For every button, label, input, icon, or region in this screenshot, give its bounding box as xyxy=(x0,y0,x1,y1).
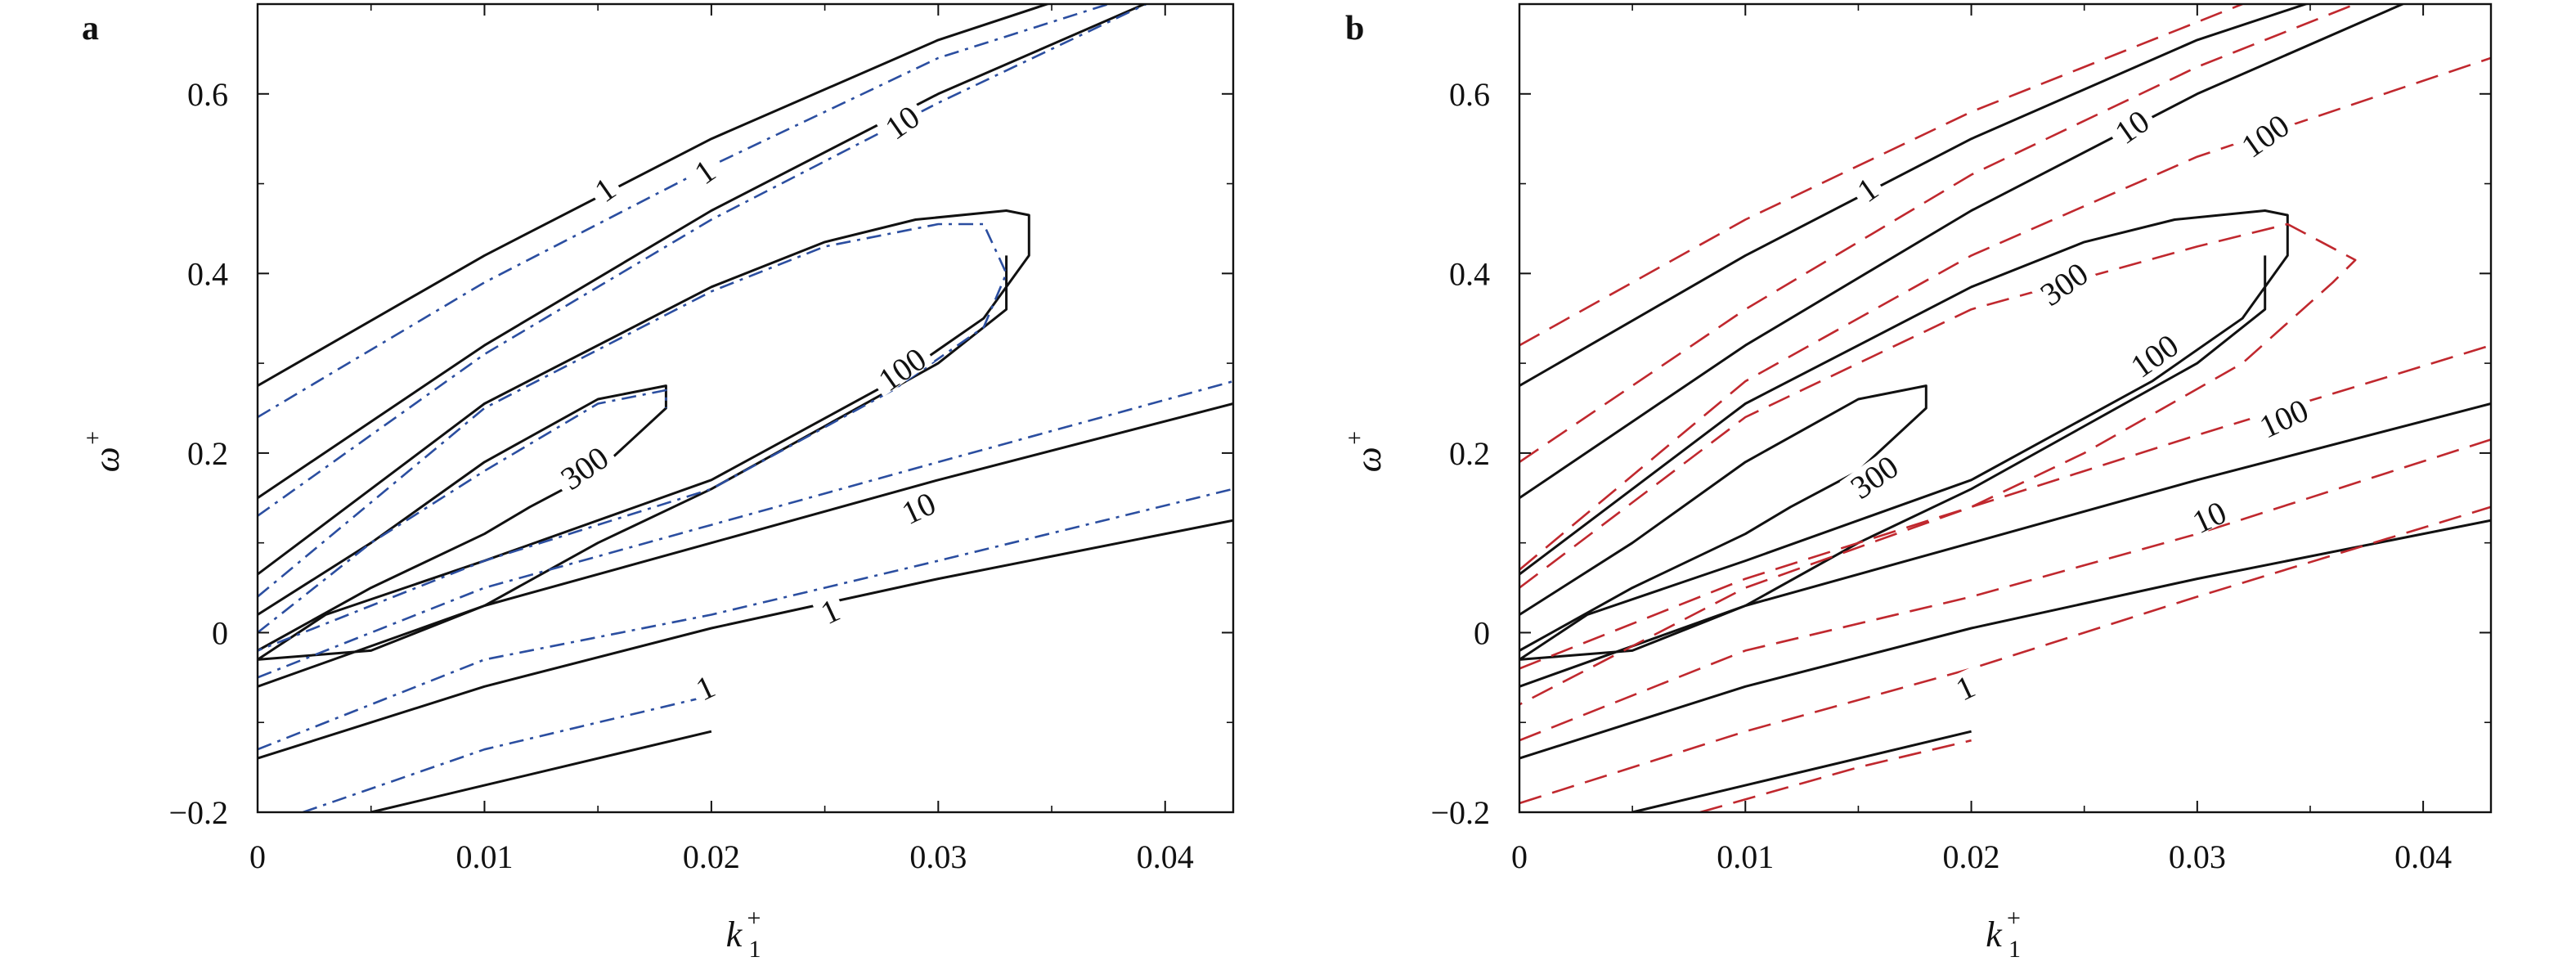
contour-label-bg xyxy=(684,151,723,189)
y-tick-label: 0.6 xyxy=(1449,76,1490,113)
contour-line-solid-level-100 xyxy=(258,209,1030,661)
contour-label-bg xyxy=(2104,101,2157,150)
contour-line-dashdot-level-300 xyxy=(258,389,667,634)
contour-label-bg xyxy=(1847,168,1886,207)
contour-label-group: 1 xyxy=(1946,667,1982,708)
contour-label-bg xyxy=(867,338,935,398)
contour-line-solid-level-1 xyxy=(258,519,1233,760)
contour-line-dashdot-level-10 xyxy=(258,380,1233,679)
contour-line-solid-level-1 xyxy=(1519,519,2491,760)
contour-line-solid-level-1 xyxy=(258,4,1052,387)
x-tick-label: 0.03 xyxy=(2169,838,2226,875)
x-tick-label: 0.02 xyxy=(683,838,740,875)
x-axis-label-superscript: + xyxy=(747,905,761,932)
contour-line-dashdot-level-1 xyxy=(258,4,1112,419)
panel-letter: b xyxy=(1345,10,1364,47)
plot-frame xyxy=(1518,2,2493,814)
y-tick-label: −0.2 xyxy=(168,794,228,831)
y-tick-label: 0.2 xyxy=(187,435,228,472)
contour-lines xyxy=(1519,4,2491,812)
contour-label-group: 1 xyxy=(686,667,723,708)
x-tick-label: 0.02 xyxy=(1943,838,2000,875)
y-tick-label: 0 xyxy=(212,614,228,651)
x-axis-label: k xyxy=(726,914,743,955)
contour-label: 10 xyxy=(878,98,927,147)
y-axis-label-superscript: + xyxy=(79,431,106,445)
panel-letter: a xyxy=(82,10,99,47)
contour-line-dashdot-level-100 xyxy=(258,222,1008,652)
x-tick-label: 0.04 xyxy=(1137,838,1194,875)
contour-label-group: 100 xyxy=(867,338,935,398)
x-tick-label: 0 xyxy=(1511,838,1528,875)
contour-label: 10 xyxy=(2108,102,2156,151)
x-axis-label: k xyxy=(1986,914,2003,955)
y-axis-label-group: ω+ xyxy=(1341,431,1389,472)
y-axis-label: ω xyxy=(87,447,127,472)
contour-label-group: 1 xyxy=(684,151,723,191)
contour-label-group: 1 xyxy=(811,591,847,631)
contour-label-bg xyxy=(2249,390,2318,443)
plot-frame xyxy=(256,2,1235,814)
contour-line-dashdot xyxy=(303,694,712,812)
y-axis-label: ω xyxy=(1349,447,1389,472)
contour-line-dashed-level-300 xyxy=(1519,222,2357,706)
contour-label-group: 1 xyxy=(585,168,623,209)
contour-label-bg xyxy=(891,484,944,528)
contour-label-group: 300 xyxy=(1839,446,1907,506)
contour-label-bg xyxy=(811,591,847,628)
contour-label-bg xyxy=(874,97,927,145)
x-axis-label-subscript: 1 xyxy=(2008,936,2021,963)
contour-label-bg xyxy=(585,168,623,207)
contour-line-solid-level-100 xyxy=(1519,209,2289,661)
y-tick-label: 0.4 xyxy=(1449,255,1490,292)
x-tick-label: 0.01 xyxy=(456,838,513,875)
contour-line-dashed-level-1 xyxy=(1519,505,2491,805)
x-axis-label-subscript: 1 xyxy=(749,936,761,963)
contour-line-solid-level-10 xyxy=(258,4,1148,500)
contour-label-bg xyxy=(2182,493,2235,537)
contour-label-group: 100 xyxy=(2249,390,2318,446)
contour-label-bg xyxy=(2120,325,2187,384)
contour-line-solid-level-10 xyxy=(1519,402,2491,688)
y-tick-label: 0.6 xyxy=(187,76,228,113)
contour-line-dashdot-level-1 xyxy=(258,487,1233,751)
contour-line-dashed-level-100 xyxy=(1519,56,2491,571)
contour-line-dashed xyxy=(1699,739,1972,812)
contour-line-solid-level-10 xyxy=(258,402,1233,688)
contour-line-solid-level-1 xyxy=(1519,4,2310,387)
y-tick-label: 0.2 xyxy=(1449,435,1490,472)
contour-line-solid-level-300 xyxy=(1519,384,1928,652)
contour-line-dashdot-level-10 xyxy=(258,4,1149,517)
x-tick-label: 0 xyxy=(249,838,266,875)
y-axis-label-superscript: + xyxy=(1341,431,1368,445)
y-axis-label-group: ω+ xyxy=(79,431,127,472)
contour-line-solid-level-10 xyxy=(1519,4,2406,500)
x-tick-label: 0.04 xyxy=(2394,838,2452,875)
contour-label-bg xyxy=(686,667,723,704)
x-tick-label: 0.01 xyxy=(1717,838,1774,875)
y-tick-label: 0 xyxy=(1474,614,1490,651)
contour-label-group: 100 xyxy=(2230,105,2298,165)
y-tick-label: 0.4 xyxy=(187,255,228,292)
contour-label-bg xyxy=(2230,105,2298,164)
contour-line-dashed-level-10 xyxy=(1519,438,2491,742)
x-axis-label-superscript: + xyxy=(2007,905,2021,932)
contour-label-bg xyxy=(1946,667,1982,704)
contour-label-bg xyxy=(1839,446,1907,505)
contour-label-bg xyxy=(2029,253,2097,312)
contour-line-solid xyxy=(370,730,712,812)
contour-line-dashed-level-10 xyxy=(1519,4,2358,463)
contour-line-dashed-level-1 xyxy=(1519,4,2246,347)
contour-label-group: 1 xyxy=(1847,168,1886,209)
y-tick-label: −0.2 xyxy=(1430,794,1490,831)
x-tick-label: 0.03 xyxy=(909,838,967,875)
contour-lines xyxy=(258,4,1233,812)
contour-line-solid xyxy=(1631,730,1972,812)
contour-label-bg xyxy=(550,437,617,496)
